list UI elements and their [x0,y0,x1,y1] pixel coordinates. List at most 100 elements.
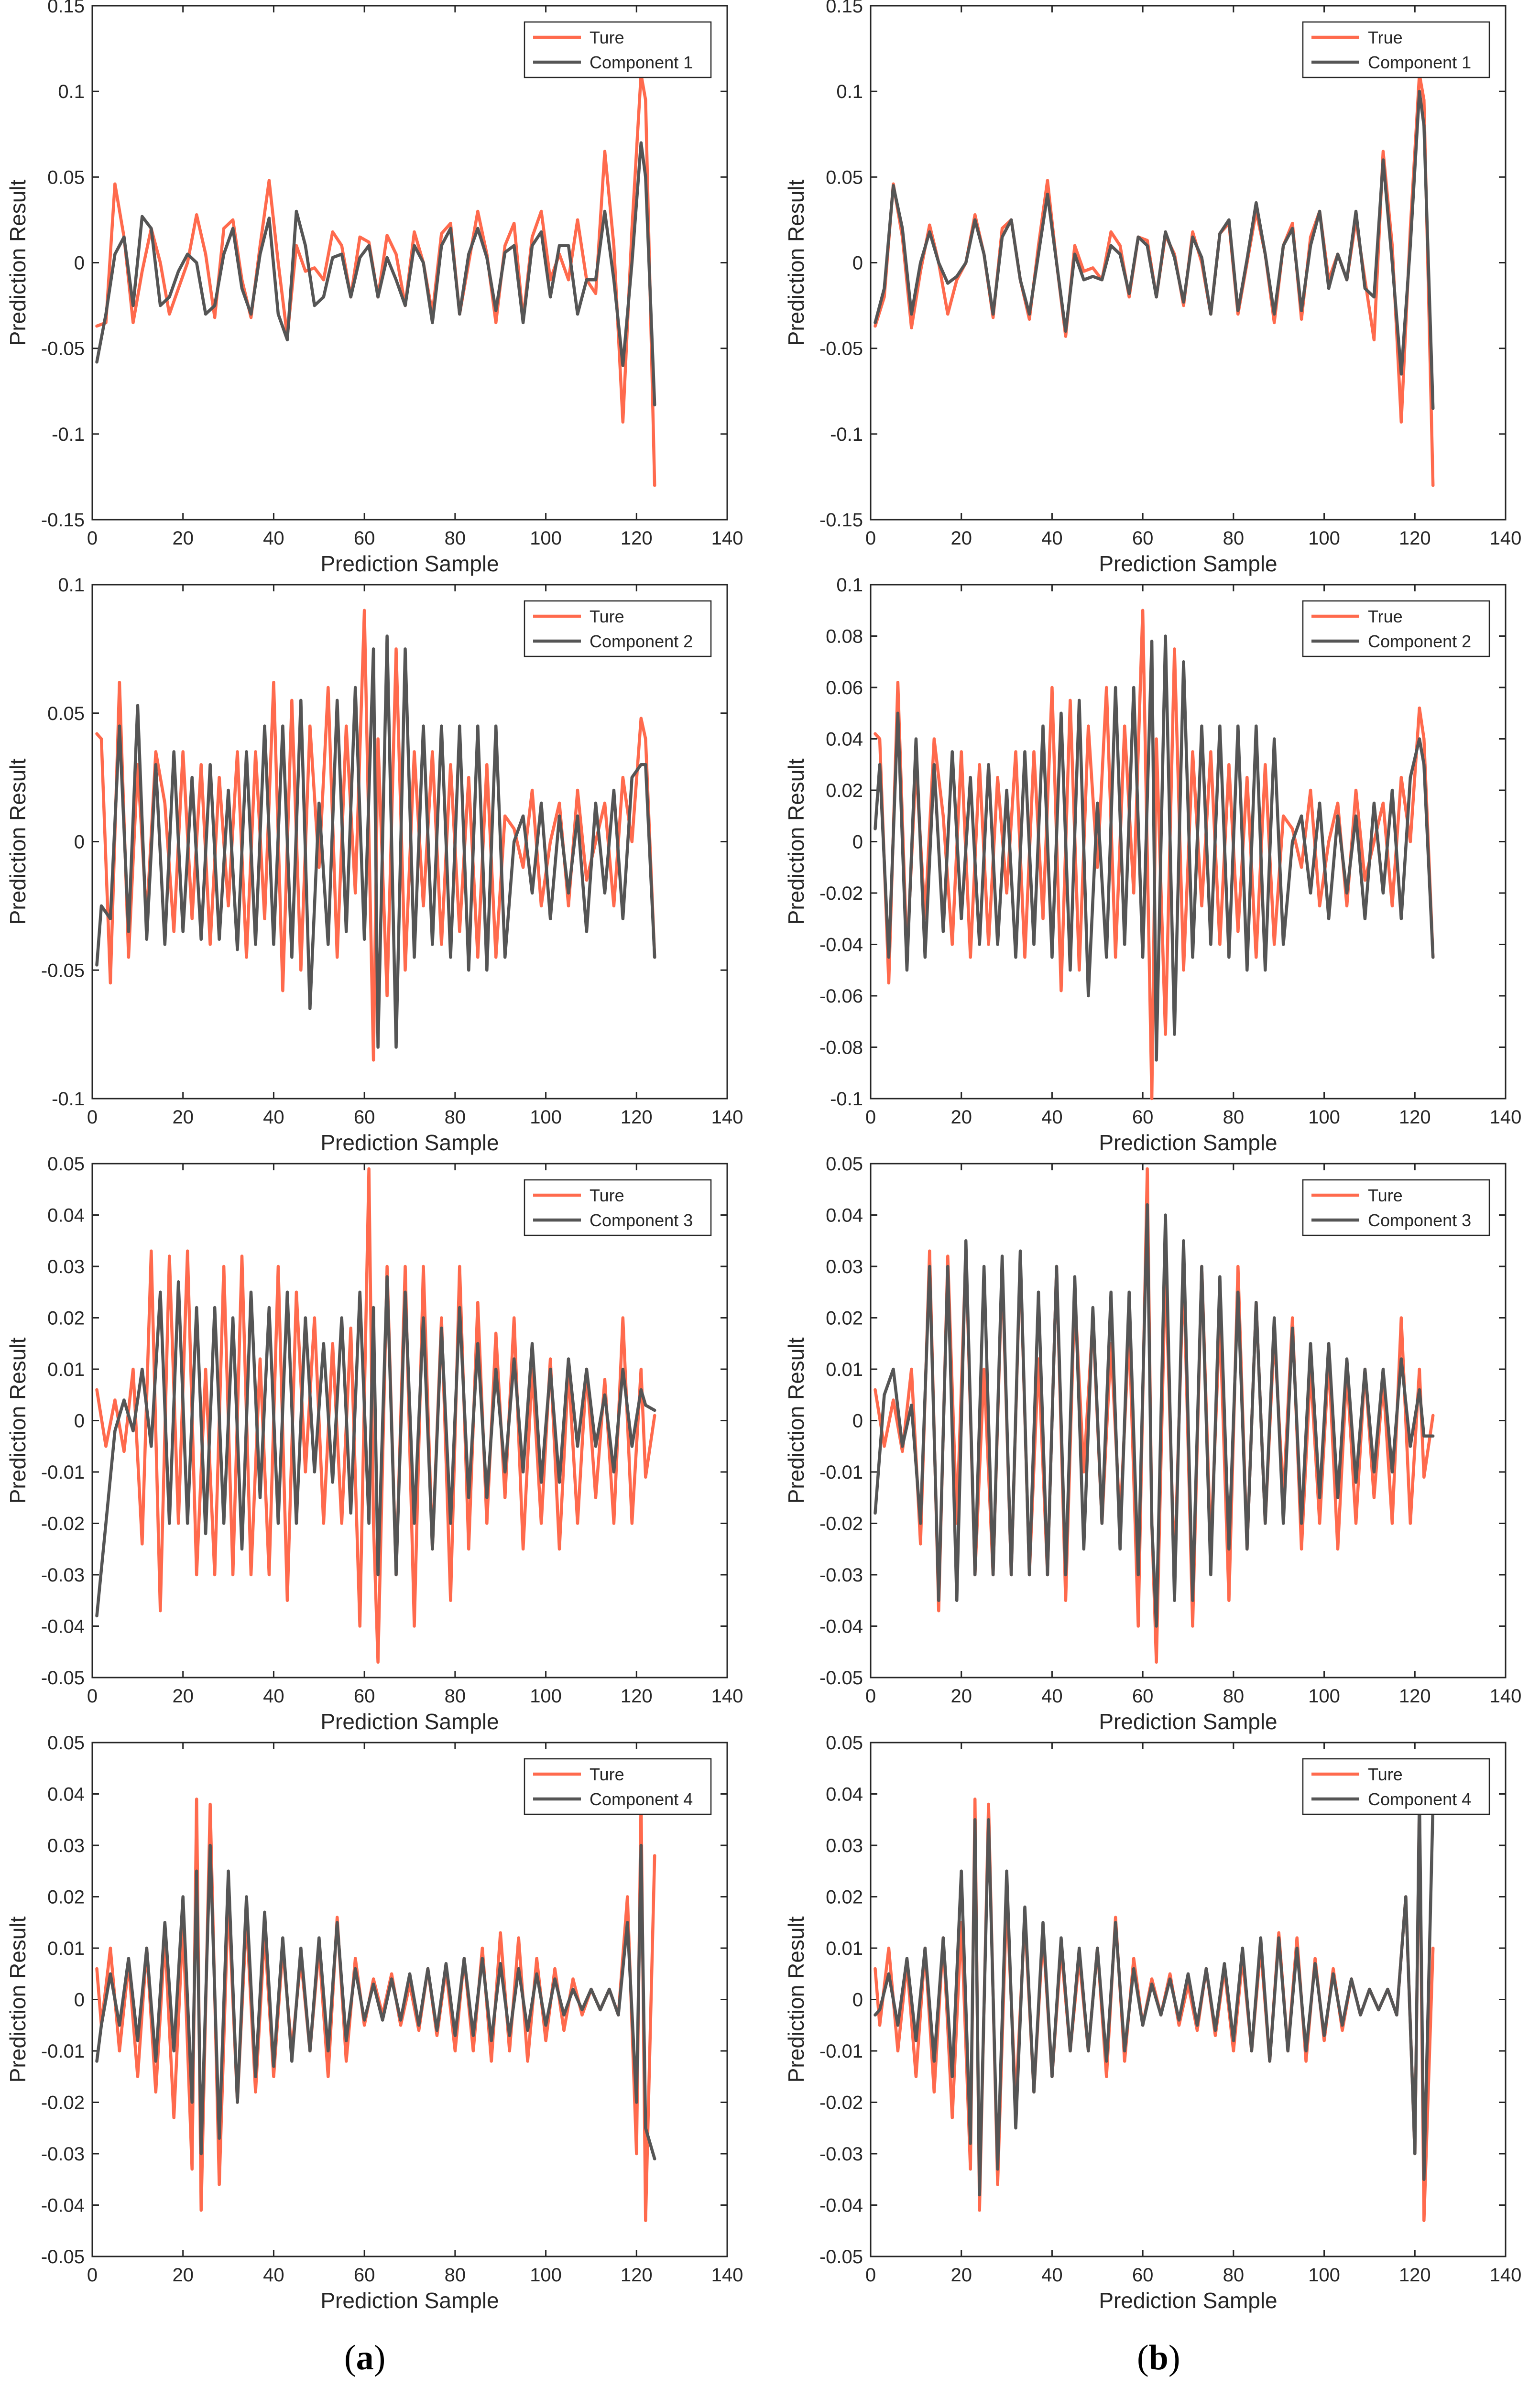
x-tick-label: 120 [621,528,653,549]
series-line-component [95,141,656,407]
y-tick-label: 0.05 [826,1154,863,1175]
x-tick-label: 100 [1308,1107,1340,1128]
legend: True Component 2 [1302,600,1490,657]
x-tick-label: 100 [530,2265,562,2286]
panel-caption-b: (b) [1137,2338,1180,2378]
x-tick-label: 20 [950,1107,972,1128]
y-tick-label: 0.03 [47,1256,85,1277]
chart-a-2: 0 20 40 60 80 100 120 140 -0.1 -0.05 0 0.05 0.1 Predi… [5,575,743,1155]
legend: Ture Component 1 [524,21,712,78]
chart-b-4: 0 20 40 60 80 100 120 140 -0.05 -0.04 -0.03 -0.02 -0… [784,1733,1521,2313]
legend: Ture Component 4 [524,1758,712,1815]
y-tick-label: 0.03 [826,1256,863,1277]
x-axis-label: Prediction Sample [1099,551,1277,576]
x-tick-label: 120 [621,1686,653,1707]
x-tick-label: 60 [354,2265,375,2286]
legend-label: Component 1 [1368,53,1471,72]
x-tick-label: 80 [445,528,466,549]
y-tick-label: 0 [74,1990,85,2011]
legend-label: Component 4 [1368,1789,1471,1809]
y-axis-label: Prediction Result [5,758,30,925]
x-tick-label: 0 [87,1107,98,1128]
y-tick-label: 0.15 [47,0,85,17]
series-line-component [874,89,1435,410]
legend-box [524,1179,712,1236]
plot-area [870,5,1507,521]
x-tick-label: 80 [445,1107,466,1128]
y-tick-label: -0.15 [819,510,863,531]
x-tick-label: 140 [1490,528,1522,549]
x-tick-label: 40 [1041,1686,1063,1707]
x-tick-label: 20 [950,528,972,549]
legend-label: Component 2 [1368,632,1471,651]
x-tick-label: 120 [1399,1107,1431,1128]
legend-box [524,21,712,78]
series-line-component [95,634,656,1049]
y-tick-label: 0.01 [826,1938,863,1959]
caption-paren-close: ) [1168,2338,1180,2377]
legend: Ture Component 4 [1302,1758,1490,1815]
legend-label: Component 2 [590,632,693,651]
y-tick-label: 0.05 [47,167,85,188]
x-tick-label: 60 [1132,2265,1154,2286]
legend: Ture Component 3 [524,1179,712,1236]
y-tick-label: -0.05 [41,2246,85,2267]
legend-box [524,1758,712,1815]
y-tick-label: -0.05 [41,960,85,981]
legend-label: Component 1 [590,53,693,72]
y-tick-label: -0.04 [819,935,863,956]
y-tick-label: -0.02 [819,883,863,904]
x-tick-label: 140 [711,2265,743,2286]
x-tick-label: 100 [530,1686,562,1707]
y-tick-label: -0.04 [819,2195,863,2216]
caption-letter: b [1148,2338,1169,2377]
legend-label: Component 3 [590,1210,693,1230]
x-tick-label: 80 [1223,528,1245,549]
x-tick-label: 60 [1132,1686,1154,1707]
y-tick-label: 0.05 [826,167,863,188]
y-tick-label: 0.1 [58,575,85,596]
legend: Ture Component 3 [1302,1179,1490,1236]
y-tick-label: -0.05 [819,1668,863,1689]
y-tick-label: -0.1 [52,1089,85,1110]
x-tick-label: 0 [865,1686,876,1707]
x-tick-label: 60 [1132,1107,1154,1128]
legend-box [1302,1179,1490,1236]
y-tick-label: 0.04 [47,1784,85,1805]
y-tick-label: 0.1 [836,81,863,102]
chart-b-1: 0 20 40 60 80 100 120 140 -0.15 -0.1 -0.05 0 0.05 0.1… [784,0,1521,576]
x-tick-label: 40 [1041,2265,1063,2286]
chart-a-3: 0 20 40 60 80 100 120 140 -0.05 -0.04 -0.03 -0.02 -0… [5,1154,743,1734]
legend-label: Ture [590,28,624,47]
y-tick-label: -0.03 [819,1565,863,1586]
y-tick-label: 0 [74,1411,85,1432]
y-tick-label: -0.01 [819,1462,863,1483]
y-tick-label: -0.04 [41,1616,85,1637]
y-tick-label: 0.02 [47,1887,85,1908]
y-tick-label: 0.1 [58,81,85,102]
y-tick-label: 0.02 [47,1308,85,1329]
legend-label: Ture [590,1186,624,1205]
x-tick-label: 0 [865,528,876,549]
legend-label: Component 4 [590,1789,693,1809]
y-tick-label: 0.04 [826,729,863,750]
x-tick-label: 140 [1490,2265,1522,2286]
caption-letter: a [356,2338,374,2377]
x-tick-label: 20 [172,1107,194,1128]
caption-paren-open: ( [344,2338,356,2377]
x-axis-label: Prediction Sample [1099,1709,1277,1734]
legend-box [1302,21,1490,78]
x-axis-label: Prediction Sample [320,2288,499,2313]
y-tick-label: 0 [852,832,863,853]
x-tick-label: 20 [172,2265,194,2286]
x-tick-label: 100 [1308,2265,1340,2286]
x-tick-label: 0 [865,2265,876,2286]
y-axis-label: Prediction Result [784,179,808,346]
y-tick-label: -0.1 [830,1089,863,1110]
y-tick-label: -0.1 [830,424,863,445]
x-tick-label: 80 [1223,1107,1245,1128]
x-tick-label: 0 [865,1107,876,1128]
y-tick-label: 0.05 [47,1154,85,1175]
x-tick-label: 20 [950,1686,972,1707]
